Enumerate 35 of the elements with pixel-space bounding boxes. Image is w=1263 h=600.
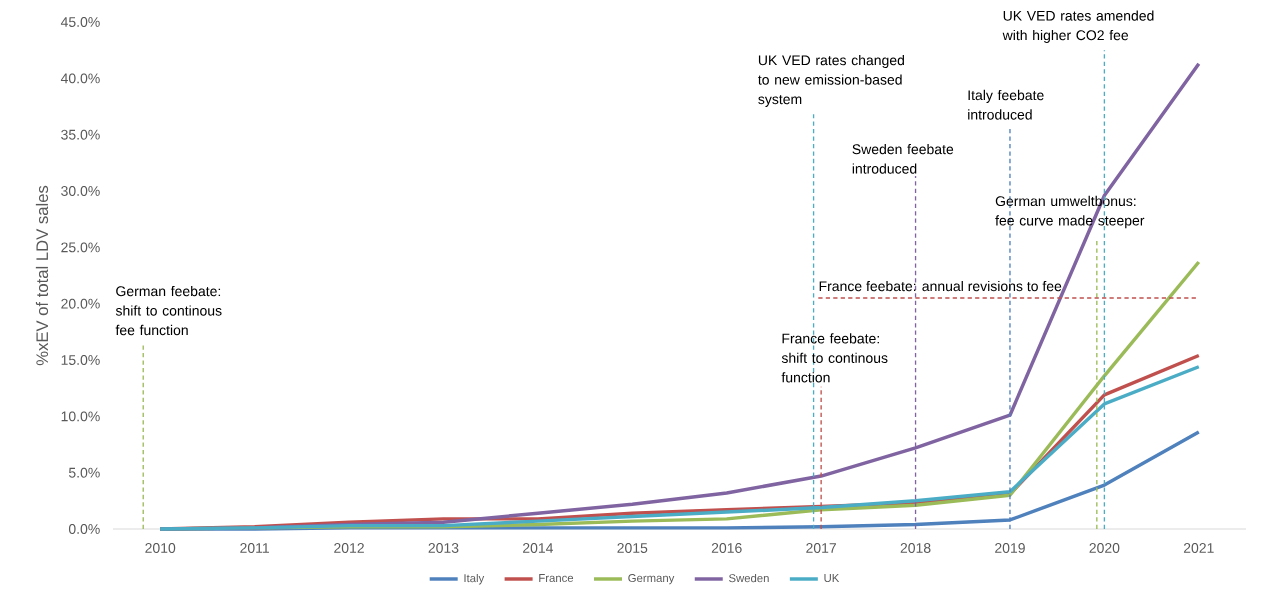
x-tick-label: 2013 bbox=[428, 543, 459, 553]
legend-label: France bbox=[539, 574, 574, 582]
ref-line-label: Italy feebate introduced bbox=[968, 89, 1044, 120]
y-tick-label: 10.0% bbox=[61, 411, 100, 422]
x-tick-label: 2011 bbox=[240, 543, 269, 553]
x-tick-label: 2021 bbox=[1183, 543, 1214, 553]
y-tick-label: 15.0% bbox=[61, 355, 100, 365]
ref-line-label: France feebate: shift to continous function bbox=[781, 333, 888, 383]
legend-label: Germany bbox=[628, 574, 675, 585]
y-tick-label: 20.0% bbox=[61, 298, 100, 309]
x-tick-label: 2014 bbox=[523, 543, 554, 553]
y-tick-label: 45.0% bbox=[60, 17, 100, 27]
ref-line-label: German feebate: shift to continous fee function bbox=[115, 285, 222, 336]
y-tick-label: 35.0% bbox=[61, 129, 100, 140]
x-tick-label: 2018 bbox=[900, 543, 931, 553]
legend-label: Italy bbox=[464, 573, 485, 585]
y-tick-label: 5.0% bbox=[68, 467, 100, 478]
x-tick-label: 2017 bbox=[806, 543, 836, 553]
ref-line-label: UK VED rates amended with higher CO2 fee bbox=[1002, 10, 1154, 43]
x-tick-label: 2016 bbox=[711, 543, 742, 553]
x-tick-label: 2010 bbox=[145, 543, 176, 553]
y-axis-title: %xEV of total LDV sales bbox=[35, 185, 49, 366]
x-tick-label: 2020 bbox=[1089, 543, 1120, 553]
y-tick-label: 25.0% bbox=[61, 242, 100, 253]
ref-line-label: UK VED rates changed to new emission-based system bbox=[758, 54, 904, 107]
y-tick-label: 0.0% bbox=[68, 524, 100, 534]
x-tick-label: 2019 bbox=[995, 543, 1025, 553]
x-tick-label: 2012 bbox=[334, 543, 364, 553]
y-tick-label: 30.0% bbox=[61, 186, 100, 196]
x-tick-label: 2015 bbox=[617, 543, 648, 553]
legend-label: Sweden bbox=[729, 573, 769, 583]
legend-label: UK bbox=[824, 574, 840, 582]
y-tick-label: 40.0% bbox=[60, 73, 100, 84]
ref-line-label: Sweden feebate introduced bbox=[852, 143, 954, 174]
ref-line-label: France feebate: annual revisions to fee bbox=[819, 280, 1062, 292]
